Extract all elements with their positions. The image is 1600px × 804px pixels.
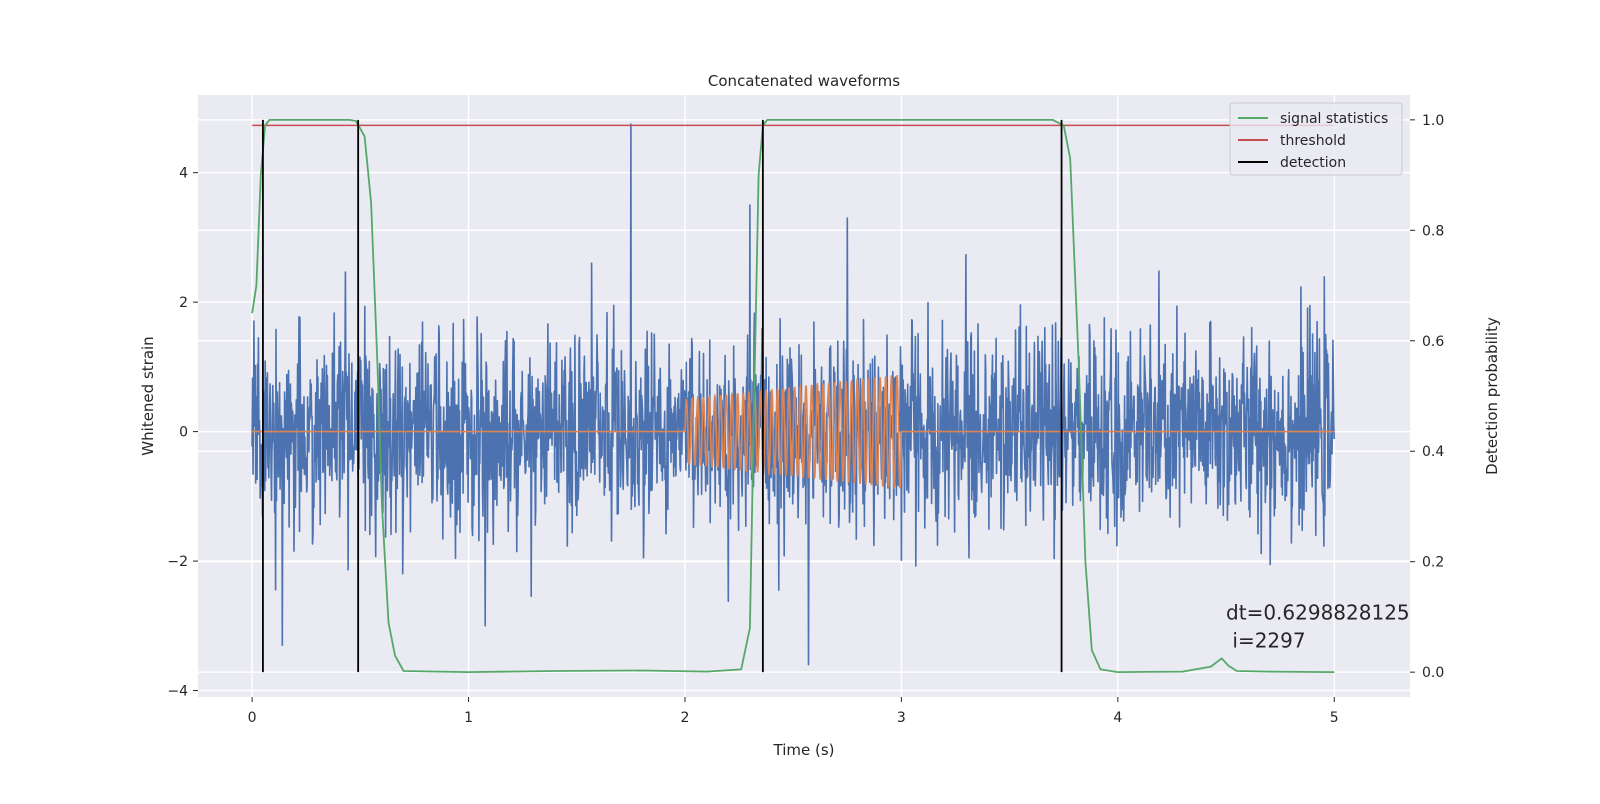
legend-label-detection: detection bbox=[1280, 155, 1346, 171]
y2-axis-label: Detection probability bbox=[1483, 317, 1501, 475]
series-signal-statistics bbox=[251, 119, 1335, 673]
y-tick-label: 0 bbox=[179, 425, 188, 441]
x-axis-label: Time (s) bbox=[773, 741, 835, 759]
y-tick-label: 2 bbox=[179, 295, 188, 311]
annotation-dt: dt=0.6298828125 bbox=[1226, 600, 1410, 624]
x-tick-label: 4 bbox=[1113, 710, 1122, 726]
series-injected-waveform bbox=[252, 374, 1335, 490]
legend-label-threshold: threshold bbox=[1280, 133, 1346, 149]
grid-lines bbox=[198, 95, 1410, 697]
y2-tick-label: 0.0 bbox=[1422, 665, 1444, 681]
y2-tick-label: 1.0 bbox=[1422, 113, 1444, 129]
x-tick-label: 0 bbox=[248, 710, 257, 726]
y-tick-label: −4 bbox=[167, 684, 188, 700]
annotation-index: i=2297 bbox=[1226, 628, 1306, 652]
legend-entry-signal-statistics: signal statistics bbox=[1238, 111, 1388, 127]
y2-tick-label: 0.8 bbox=[1422, 223, 1444, 239]
y-tick-label: 4 bbox=[179, 166, 188, 182]
x-tick-label: 1 bbox=[464, 710, 473, 726]
y2-tick-label: 0.6 bbox=[1422, 334, 1444, 350]
y2-tick-label: 0.2 bbox=[1422, 555, 1444, 571]
legend-label-signal-statistics: signal statistics bbox=[1280, 111, 1388, 127]
x-tick-label: 3 bbox=[897, 710, 906, 726]
series-layer bbox=[251, 119, 1336, 673]
y2-tick-label: 0.4 bbox=[1422, 444, 1444, 460]
chart-title: Concatenated waveforms bbox=[708, 72, 900, 90]
legend: signal statistics threshold detection bbox=[1229, 102, 1403, 176]
legend-box bbox=[1229, 102, 1403, 176]
x-tick-label: 5 bbox=[1330, 710, 1339, 726]
y-tick-label: −2 bbox=[167, 554, 188, 570]
y-axis-label: Whitened strain bbox=[139, 336, 157, 455]
legend-entry-threshold: threshold bbox=[1238, 133, 1346, 149]
axes-layer: 0 1 2 3 4 5 −4 −2 0 2 4 0.0 0.2 0.4 0.6 0.8 1.0 bbox=[167, 113, 1444, 726]
x-tick-label: 2 bbox=[681, 710, 690, 726]
series-whitened-strain bbox=[251, 123, 1336, 666]
legend-entry-detection: detection bbox=[1238, 155, 1346, 171]
